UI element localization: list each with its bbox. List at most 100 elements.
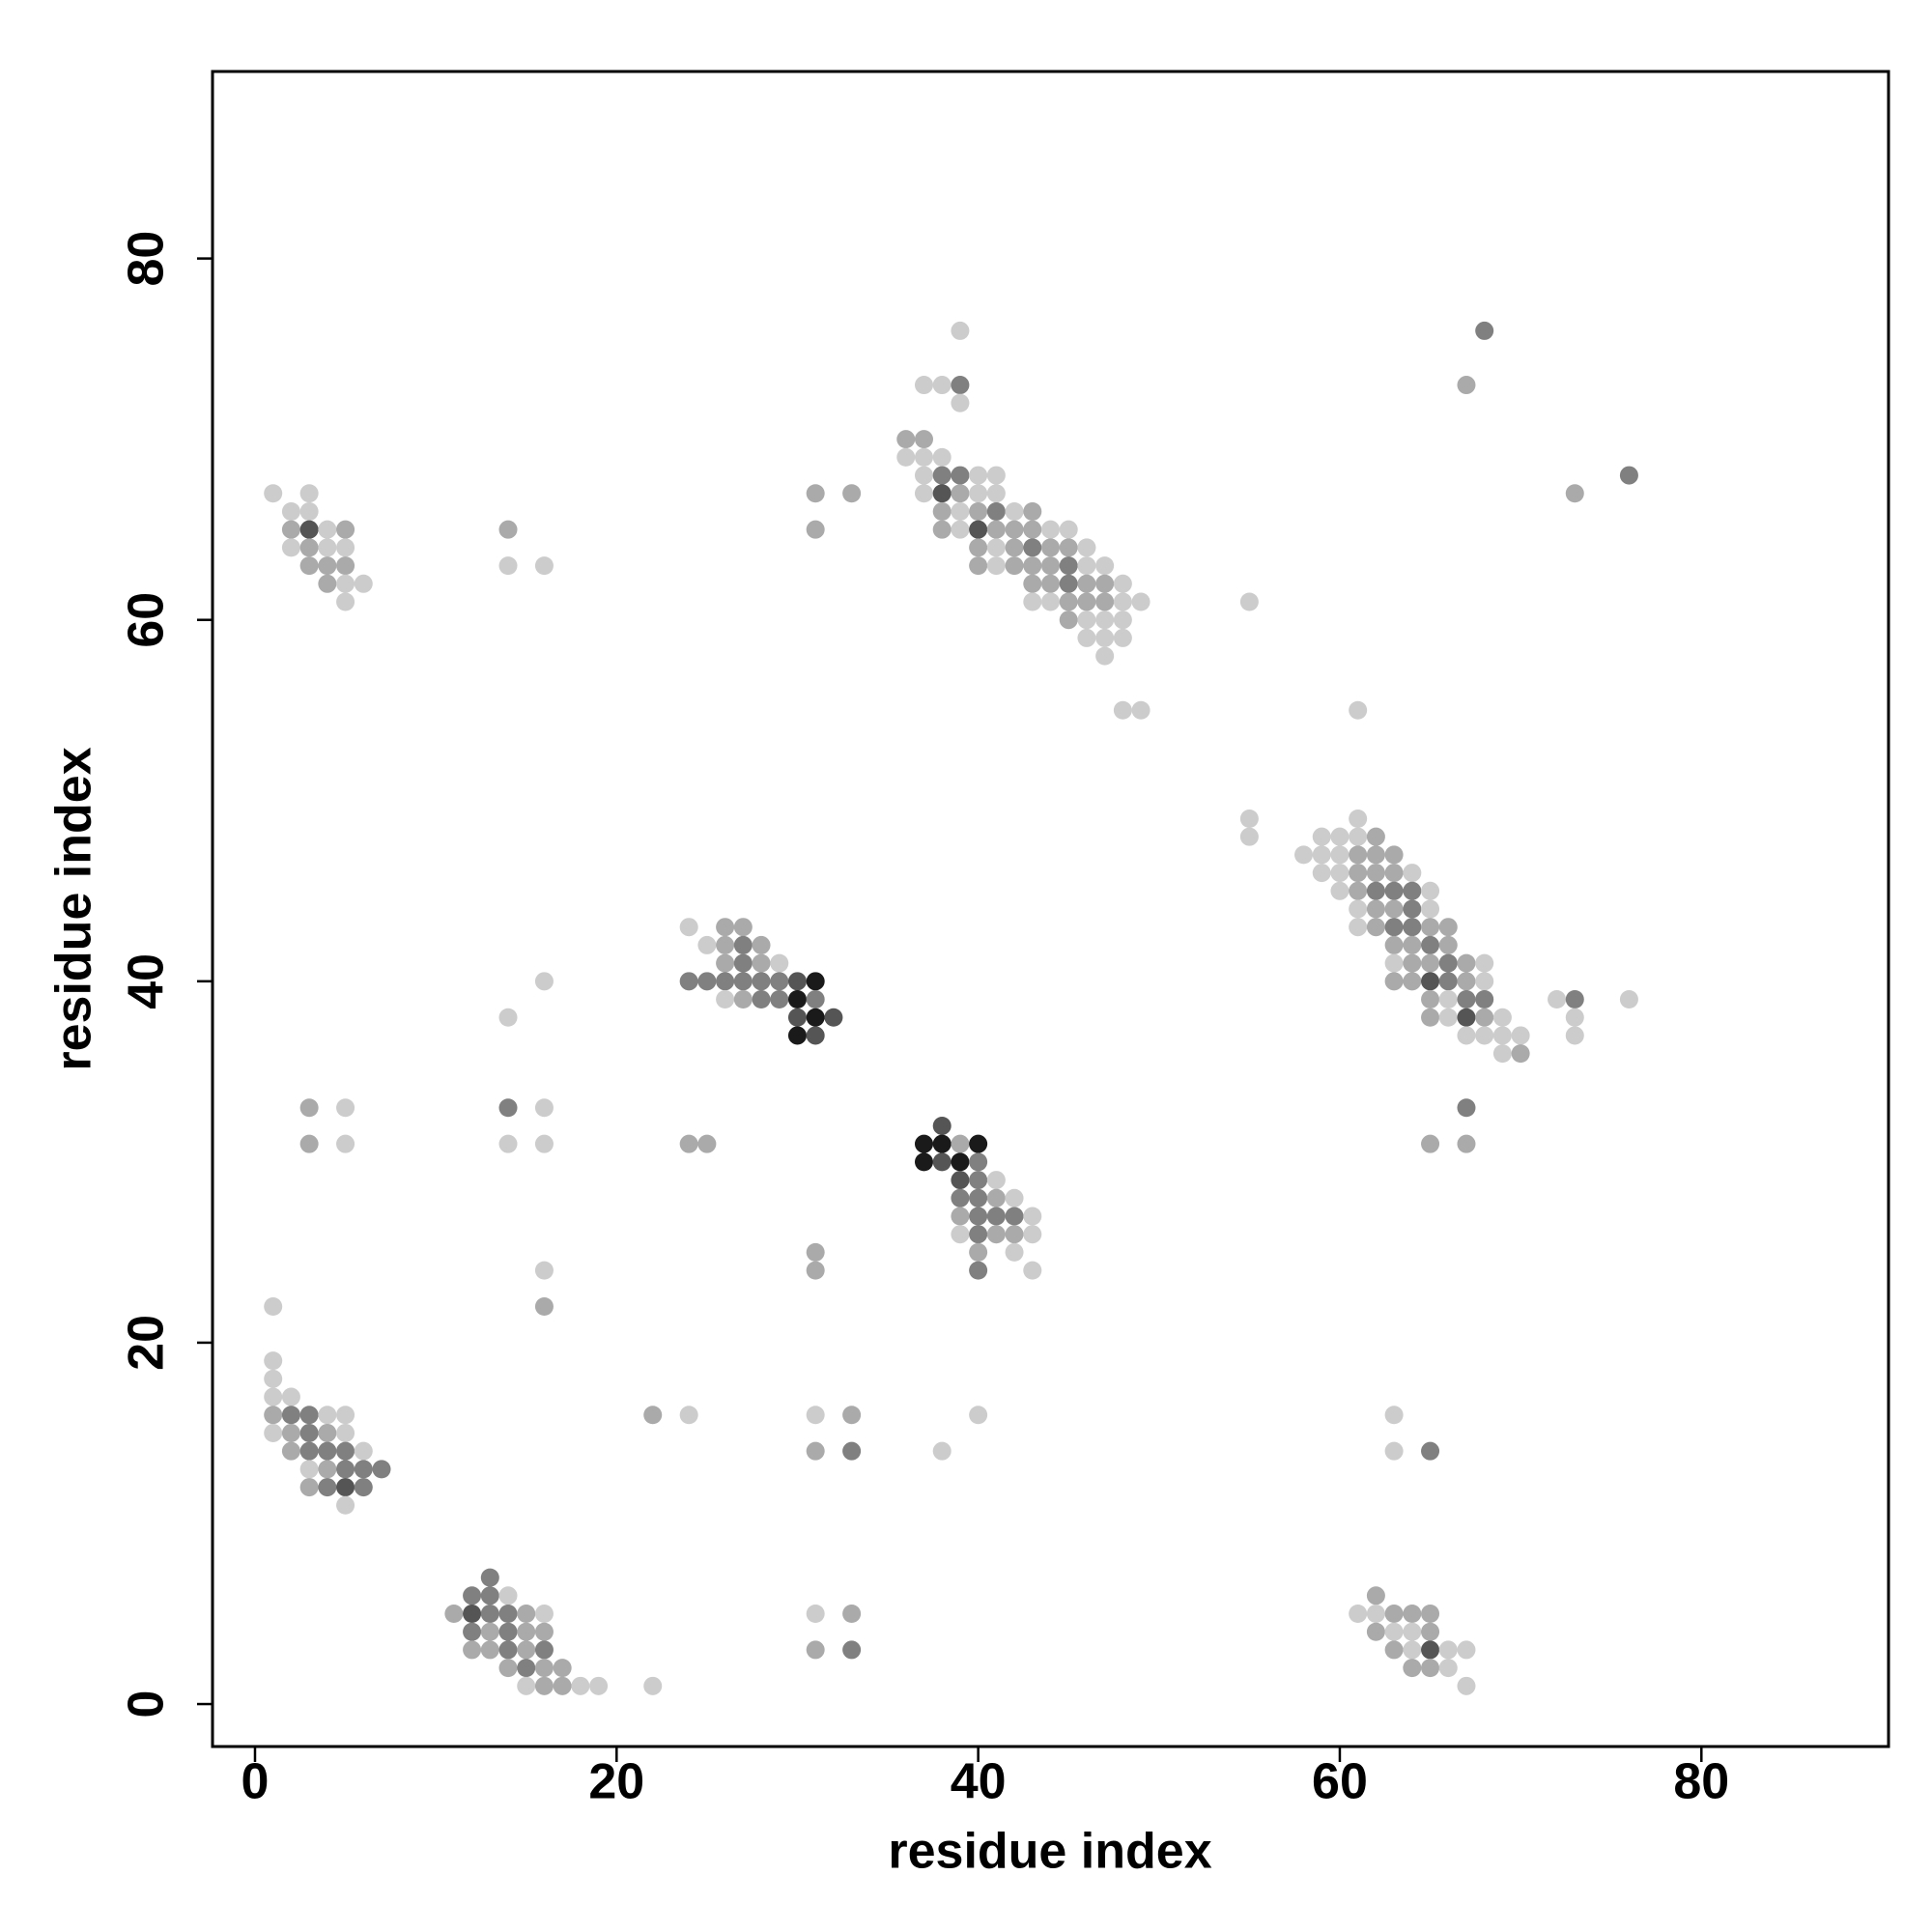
contact-point <box>1457 972 1476 991</box>
contact-point <box>463 1586 482 1605</box>
contact-point <box>1095 574 1115 593</box>
contact-point <box>716 953 735 973</box>
contact-point <box>770 953 789 973</box>
contact-point <box>1403 864 1422 883</box>
contact-point <box>318 574 337 593</box>
contact-point <box>553 1659 572 1678</box>
y-tick-label: 60 <box>119 592 175 648</box>
contact-point <box>1548 990 1567 1009</box>
contact-point <box>986 1171 1006 1190</box>
contact-point <box>318 1460 337 1479</box>
contact-point <box>932 484 952 503</box>
contact-point <box>299 520 319 539</box>
contact-point <box>1041 574 1060 593</box>
contact-point <box>1059 538 1078 557</box>
contact-point <box>951 1134 970 1153</box>
contact-point <box>1005 1225 1024 1244</box>
contact-point <box>281 501 300 521</box>
contact-point <box>318 556 337 576</box>
contact-point <box>1366 1605 1385 1624</box>
contact-point <box>1421 1622 1440 1641</box>
contact-point <box>1438 1008 1458 1027</box>
contact-point <box>986 520 1006 539</box>
contact-point <box>1041 592 1060 611</box>
contact-point <box>951 1225 970 1244</box>
contact-point <box>986 1225 1006 1244</box>
contact-point <box>1403 918 1422 937</box>
contact-point <box>806 972 825 991</box>
contact-point <box>1095 646 1115 666</box>
contact-point <box>842 1640 862 1660</box>
contact-point <box>1059 574 1078 593</box>
contact-point <box>1005 538 1024 557</box>
contact-point <box>914 447 933 467</box>
contact-point <box>1403 935 1422 954</box>
y-tick-label: 80 <box>119 231 175 287</box>
contact-point <box>498 1622 518 1641</box>
contact-point <box>842 1605 862 1624</box>
contact-point <box>1457 1676 1476 1695</box>
contact-point <box>336 1098 355 1118</box>
contact-point <box>969 1188 988 1208</box>
contact-point <box>969 466 988 485</box>
contact-point <box>534 1297 554 1317</box>
contact-point <box>679 918 698 937</box>
contact-point <box>1041 556 1060 576</box>
contact-point <box>951 376 970 395</box>
contact-point <box>1384 1640 1404 1660</box>
contact-point <box>733 935 753 954</box>
contact-point <box>1023 501 1042 521</box>
contact-point <box>480 1605 499 1624</box>
contact-point <box>896 430 916 449</box>
contact-point <box>1384 1406 1404 1425</box>
contact-point <box>733 953 753 973</box>
contact-point <box>318 1406 337 1425</box>
contact-point <box>1077 538 1096 557</box>
contact-point <box>498 1605 518 1624</box>
contact-point <box>336 1134 355 1153</box>
contact-point <box>281 538 300 557</box>
contact-point <box>553 1676 572 1695</box>
contact-point <box>498 1008 518 1027</box>
contact-point <box>264 484 283 503</box>
contact-point <box>1421 1008 1440 1027</box>
contact-point <box>770 990 789 1009</box>
contact-point <box>1077 592 1096 611</box>
contact-point <box>1492 1044 1512 1064</box>
contact-point <box>951 484 970 503</box>
contact-point <box>806 484 825 503</box>
contact-point <box>517 1640 536 1660</box>
y-axis-title: residue index <box>46 747 102 1070</box>
contact-point <box>1330 864 1350 883</box>
contact-point <box>1421 918 1440 937</box>
contact-point <box>1475 1026 1494 1045</box>
contact-point <box>679 972 698 991</box>
contact-point <box>1438 972 1458 991</box>
contact-point <box>1403 1640 1422 1660</box>
contact-point <box>336 592 355 611</box>
contact-point <box>534 1676 554 1695</box>
contact-point <box>1438 918 1458 937</box>
contact-point <box>1041 538 1060 557</box>
contact-point <box>336 1478 355 1497</box>
contact-point <box>896 447 916 467</box>
contact-point <box>318 520 337 539</box>
contact-point <box>969 538 988 557</box>
contact-point <box>969 1406 988 1425</box>
contact-point <box>1005 1242 1024 1262</box>
contact-point <box>733 972 753 991</box>
contact-point <box>1059 556 1078 576</box>
contact-point <box>932 1134 952 1153</box>
contact-point <box>1384 1622 1404 1641</box>
contact-point <box>1239 809 1259 828</box>
contact-point <box>986 556 1006 576</box>
contact-point <box>517 1605 536 1624</box>
contact-point <box>1421 953 1440 973</box>
contact-point <box>1457 990 1476 1009</box>
contact-point <box>1023 538 1042 557</box>
contact-point <box>1095 556 1115 576</box>
contact-point <box>1312 827 1331 846</box>
contact-point <box>1005 1188 1024 1208</box>
contact-point <box>697 1134 717 1153</box>
